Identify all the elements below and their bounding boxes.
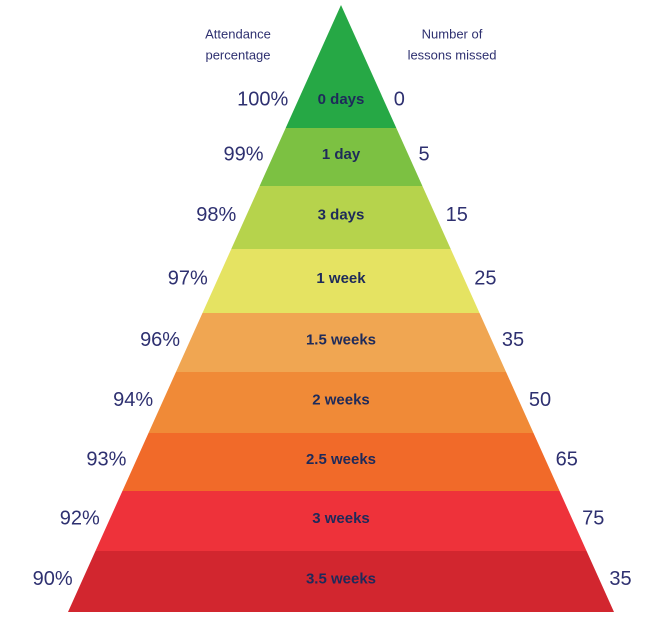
attendance-label: 90% bbox=[33, 568, 73, 590]
header-left-line1: Attendance bbox=[205, 26, 271, 41]
band-label: 1 day bbox=[322, 146, 361, 163]
lessons-label: 75 bbox=[582, 507, 604, 529]
band-label: 2 weeks bbox=[312, 391, 370, 408]
attendance-label: 100% bbox=[237, 88, 288, 110]
lessons-label: 65 bbox=[556, 448, 578, 470]
pyramid-band bbox=[68, 551, 614, 612]
pyramid-band bbox=[148, 372, 534, 433]
band-label: 3.5 weeks bbox=[306, 570, 376, 587]
pyramid-band bbox=[95, 491, 587, 551]
attendance-label: 93% bbox=[86, 448, 126, 470]
lessons-label: 50 bbox=[529, 389, 551, 411]
pyramid-band bbox=[202, 249, 480, 313]
pyramid-band bbox=[122, 433, 560, 491]
header-right-line2: lessons missed bbox=[408, 47, 497, 62]
lessons-label: 15 bbox=[446, 204, 468, 226]
lessons-label: 35 bbox=[502, 329, 524, 351]
pyramid-band bbox=[259, 128, 423, 186]
attendance-label: 98% bbox=[196, 204, 236, 226]
band-label: 3 weeks bbox=[312, 510, 370, 527]
band-label: 3 days bbox=[318, 206, 365, 223]
band-label: 1 week bbox=[316, 270, 366, 287]
lessons-label: 35 bbox=[609, 568, 631, 590]
attendance-label: 92% bbox=[60, 507, 100, 529]
band-label: 1.5 weeks bbox=[306, 331, 376, 348]
header-right-line1: Number of bbox=[422, 26, 483, 41]
pyramid-band bbox=[231, 186, 451, 249]
lessons-label: 5 bbox=[418, 143, 429, 165]
attendance-label: 94% bbox=[113, 389, 153, 411]
band-label: 0 days bbox=[318, 91, 365, 108]
header-left-line2: percentage bbox=[205, 47, 270, 62]
pyramid-band bbox=[285, 5, 397, 128]
lessons-label: 0 bbox=[394, 88, 405, 110]
attendance-label: 99% bbox=[224, 143, 264, 165]
pyramid-band bbox=[175, 313, 507, 372]
lessons-label: 25 bbox=[474, 267, 496, 289]
band-label: 2.5 weeks bbox=[306, 451, 376, 468]
attendance-label: 96% bbox=[140, 329, 180, 351]
attendance-label: 97% bbox=[168, 267, 208, 289]
